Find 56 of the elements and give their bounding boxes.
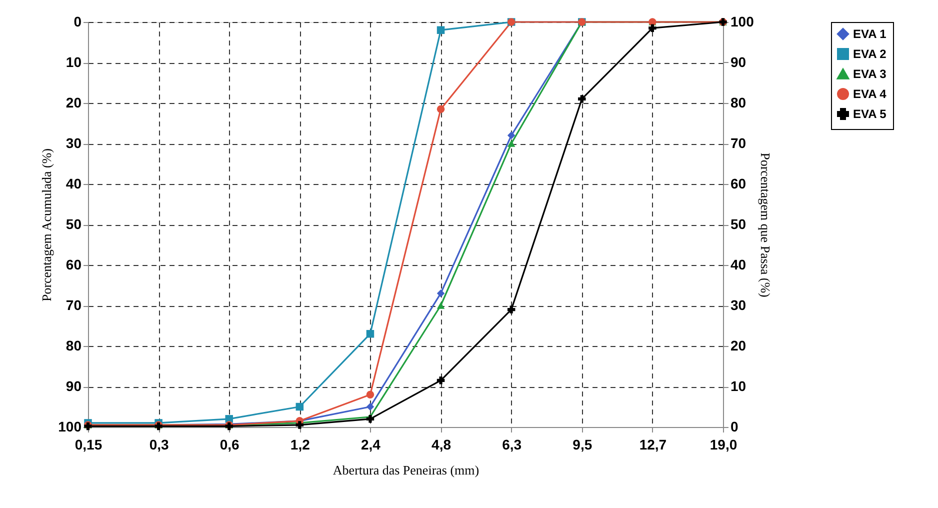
x-tick-label: 2,4	[360, 436, 381, 452]
y-tick-label: 40	[66, 176, 82, 192]
point	[507, 132, 516, 140]
y2-tick-label: 100	[730, 14, 754, 30]
y2-tick-label: 30	[730, 297, 746, 313]
x-tick-label: 0,3	[149, 436, 169, 452]
y-tick-label: 70	[66, 297, 82, 313]
point	[436, 376, 445, 384]
point	[578, 95, 586, 103]
legend-label: EVA 2	[853, 47, 887, 61]
point	[507, 306, 516, 314]
y2-tick-label: 40	[730, 256, 746, 272]
x-tick-label: 9,5	[572, 436, 592, 452]
y-tick-label: 80	[66, 338, 82, 354]
point	[296, 421, 304, 429]
y-tick-label: 10	[66, 54, 82, 70]
x-tick-label: 0,6	[220, 436, 240, 452]
y2-tick-label: 20	[730, 338, 746, 354]
y-tick-label: 60	[66, 256, 82, 272]
x-axis-title: Abertura das Peneiras (mm)	[332, 462, 480, 478]
point	[648, 24, 656, 32]
x-tick-label: 19,0	[710, 436, 738, 452]
point	[366, 415, 374, 423]
y2-tick-label: 10	[730, 378, 746, 394]
y2-tick-label: 70	[730, 135, 746, 151]
y-tick-label: 100	[58, 418, 82, 434]
y2-tick-label: 80	[730, 94, 746, 110]
y-tick-label: 90	[66, 378, 82, 394]
point	[296, 402, 304, 411]
legend-label: EVA 4	[853, 87, 887, 101]
y2-tick-label: 90	[730, 54, 746, 70]
y2-axis-title: Porcentagem que Passa (%)	[758, 152, 773, 298]
y-tick-label: 20	[66, 94, 82, 110]
point	[436, 26, 445, 34]
point	[436, 302, 445, 309]
legend-label: EVA 1	[853, 27, 887, 41]
point	[366, 330, 374, 338]
y2-tick-label: 50	[730, 216, 746, 232]
y-axis-title: Porcentagem Acumulada (%)	[39, 148, 54, 302]
point	[366, 390, 374, 398]
legend-label: EVA 3	[853, 67, 887, 81]
x-tick-label: 0,15	[74, 436, 102, 452]
y-tick-label: 30	[66, 135, 82, 151]
x-tick-label: 12,7	[639, 436, 667, 452]
point	[366, 402, 374, 411]
y2-tick-label: 60	[730, 176, 746, 192]
y-tick-label: 50	[66, 216, 82, 232]
x-tick-label: 1,2	[290, 436, 310, 452]
y-tick-label: 0	[74, 14, 82, 30]
point	[507, 140, 516, 147]
point	[436, 289, 445, 298]
x-tick-label: 4,8	[432, 436, 452, 452]
x-tick-label: 6,3	[502, 436, 522, 452]
legend-label: EVA 5	[853, 107, 887, 121]
y2-tick-label: 0	[730, 418, 738, 434]
point	[436, 105, 445, 113]
